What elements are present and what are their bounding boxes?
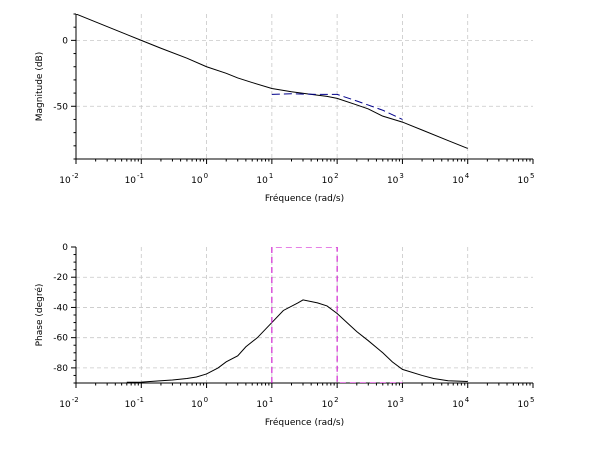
phase-x-tick-label: 104 <box>452 396 469 410</box>
phase-x-tick-exp: 0 <box>204 396 208 404</box>
phase-y-tick-label: -20 <box>53 273 68 283</box>
phase-x-tick-label: 105 <box>518 396 535 410</box>
phase-y-tick-label: -40 <box>53 303 68 313</box>
magnitude-x-tick-label: 101 <box>256 172 273 186</box>
phase-y-tick-label: 0 <box>62 243 68 253</box>
phase-plot: 10-2 10-1 100 101 102 103 104 1050-20-40-60-80F… <box>34 243 534 428</box>
phase-x-tick-exp: 4 <box>465 396 470 404</box>
phase-x-tick-label: 10-1 <box>125 396 144 410</box>
magnitude-x-tick-exp: 0 <box>204 172 208 180</box>
magnitude-x-tick-label: 10-1 <box>125 172 144 186</box>
magnitude-x-tick-label: 105 <box>518 172 535 186</box>
phase-x-tick-label: 102 <box>322 396 339 410</box>
phase-series-2 <box>271 247 403 383</box>
phase-series-group <box>126 247 468 383</box>
phase-y-label: Phase (degré) <box>34 284 45 347</box>
phase-x-tick-label: 101 <box>256 396 273 410</box>
magnitude-series-group <box>76 14 468 149</box>
magnitude-x-tick-label: 103 <box>387 172 404 186</box>
phase-series-1 <box>126 299 468 383</box>
magnitude-x-tick-exp: 1 <box>269 172 273 180</box>
magnitude-y-tick-label: -50 <box>53 102 68 112</box>
phase-x-label: Fréquence (rad/s) <box>265 417 344 428</box>
magnitude-y-label: Magnitude (dB) <box>35 52 45 121</box>
magnitude-x-tick-exp: -1 <box>137 172 144 180</box>
phase-x-tick-label: 103 <box>387 396 404 410</box>
phase-y-tick-label: -80 <box>53 364 68 374</box>
phase-y-tick-label: -60 <box>53 334 68 344</box>
magnitude-x-tick-exp: 2 <box>334 172 338 180</box>
phase-x-tick-label: 10-2 <box>59 396 78 410</box>
phase-x-tick-label: 100 <box>191 396 208 410</box>
phase-x-tick-exp: 3 <box>399 396 403 404</box>
magnitude-x-tick-exp: 4 <box>465 172 470 180</box>
magnitude-series-2 <box>271 93 403 120</box>
phase-x-tick-exp: 2 <box>334 396 338 404</box>
magnitude-x-tick-label: 102 <box>322 172 339 186</box>
magnitude-x-tick-label: 104 <box>452 172 469 186</box>
magnitude-x-tick-exp: 5 <box>530 172 534 180</box>
magnitude-series-1 <box>76 14 468 149</box>
magnitude-plot: 10-2 10-1 100 101 102 103 104 1050-50Fréquence … <box>35 13 535 204</box>
magnitude-x-tick-label: 10-2 <box>59 172 78 186</box>
phase-x-tick-exp: 5 <box>530 396 534 404</box>
phase-x-tick-exp: -2 <box>72 396 79 404</box>
magnitude-x-tick-label: 100 <box>191 172 208 186</box>
magnitude-x-tick-exp: 3 <box>399 172 403 180</box>
magnitude-x-tick-exp: -2 <box>72 172 79 180</box>
magnitude-x-label: Fréquence (rad/s) <box>265 193 344 204</box>
phase-x-tick-exp: -1 <box>137 396 144 404</box>
magnitude-y-tick-label: 0 <box>62 36 68 46</box>
phase-x-tick-exp: 1 <box>269 396 273 404</box>
